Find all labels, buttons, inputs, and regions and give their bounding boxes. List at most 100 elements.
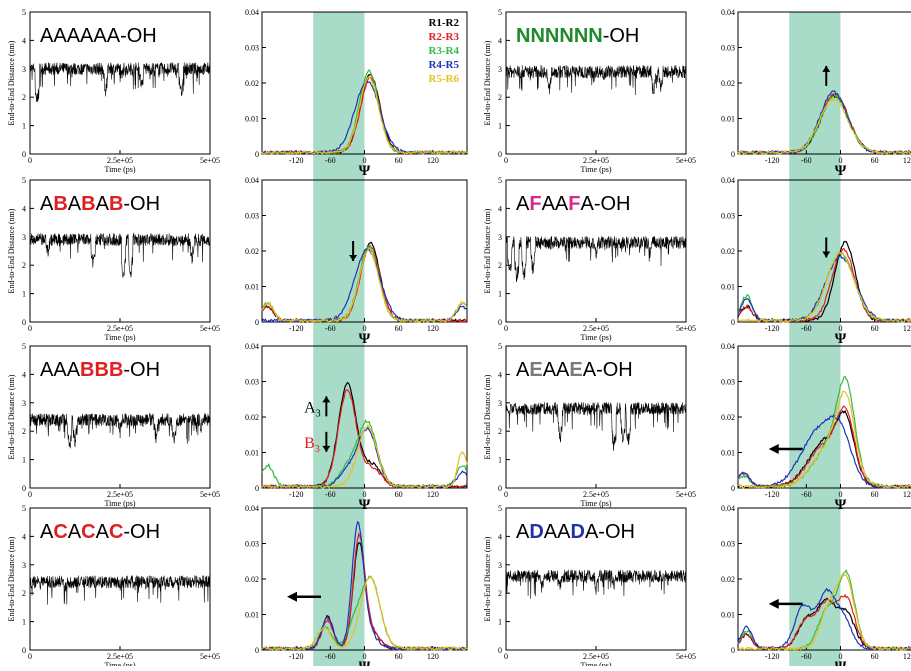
sequence-residue: B: [80, 359, 94, 381]
trace-ytick-label: 5: [22, 342, 26, 351]
dist-xlabel: Ψ: [835, 659, 847, 666]
series-r5-r6: [261, 76, 468, 156]
dist-ytick-label: 0.01: [721, 115, 735, 124]
trace-ytick-label: 2: [22, 261, 26, 270]
series-r5-r6: [737, 96, 911, 156]
dist-xtick-label: 60: [395, 324, 403, 333]
sequence-title: AAAAAA-OH: [40, 25, 157, 47]
dist-xtick-label: 0: [839, 652, 843, 661]
dist-ytick-label: 0.03: [245, 540, 259, 549]
sequence-residue: E: [569, 359, 582, 381]
sequence-residue: A: [96, 521, 110, 543]
trace-xtick-label: 5e+05: [676, 324, 696, 333]
sequence-residue: A: [53, 359, 67, 381]
sequence-residue: A: [80, 25, 94, 47]
dist-xtick-label: 120: [427, 652, 439, 661]
trace-xtick-label: 2.5e+05: [107, 490, 133, 499]
trace-ytick-label: 2: [498, 93, 502, 102]
series-r5-r6: [261, 247, 468, 324]
dist-xtick-label: 60: [871, 652, 879, 661]
dist-xtick-label: -120: [765, 490, 780, 499]
dist-ytick-label: 0.01: [721, 611, 735, 620]
trace-frame: [505, 345, 687, 489]
sequence-residue: A: [557, 521, 571, 543]
sequence-residue: A: [516, 193, 530, 215]
dist-xtick-label: -60: [325, 490, 336, 499]
trace-ytick-label: 5: [22, 8, 26, 17]
dist-xlabel: Ψ: [835, 331, 847, 347]
sequence-residue: N: [574, 25, 588, 47]
trace-ytick-label: 4: [498, 532, 502, 541]
trace-ytick-label: 2: [498, 427, 502, 436]
trace-xtick-label: 0: [504, 490, 508, 499]
trace-ylabel: End-to-End Distance (nm): [483, 208, 492, 293]
trace-xtick-label: 5e+05: [200, 156, 220, 165]
trace-ytick-label: 1: [498, 456, 502, 465]
annotation-label: A3: [304, 399, 321, 419]
trace-ytick-label: 3: [22, 233, 26, 242]
dist-xtick-label: -120: [765, 156, 780, 165]
sequence-title: AAABBB-OH: [40, 359, 160, 381]
trace-ytick-label: 3: [22, 561, 26, 570]
dist-xtick-label: -60: [325, 324, 336, 333]
dist-ytick-label: 0: [731, 484, 735, 493]
dist-xtick-label: 0: [839, 490, 843, 499]
dist-xtick-label: 120: [903, 156, 911, 165]
sequence-residue: D: [570, 521, 584, 543]
sequence-title: ABABAB-OH: [40, 193, 160, 215]
trace-ytick-label: 3: [498, 65, 502, 74]
dist-ytick-label: 0: [255, 646, 259, 655]
trace-ytick-label: 5: [498, 342, 502, 351]
sequence-residue: B: [81, 193, 95, 215]
sequence-residue: A: [544, 521, 558, 543]
trace-ytick-label: 3: [498, 399, 502, 408]
trace-xtick-label: 2.5e+05: [583, 652, 609, 661]
dist-ytick-label: 0.04: [721, 342, 735, 351]
trace-xlabel: Time (ps): [104, 499, 135, 508]
dist-xtick-label: 60: [395, 652, 403, 661]
sequence-residue: A: [580, 193, 594, 215]
sequence-title: ADAADA-OH: [516, 521, 635, 543]
trace-ytick-label: 3: [22, 399, 26, 408]
sequence-terminus: -OH: [123, 193, 160, 215]
trace-xtick-label: 5e+05: [676, 490, 696, 499]
dist-ytick-label: 0.04: [245, 342, 259, 351]
trace-ytick-label: 4: [498, 370, 502, 379]
trace-line: [505, 236, 687, 283]
panel-pair-7: 0 1 2 3 4 5 0 2.5e+05 5e+05 Time (ps) End-to-End D…: [483, 504, 911, 671]
trace-ytick-label: 1: [22, 618, 26, 627]
trace-ytick-label: 3: [498, 561, 502, 570]
dist-xtick-label: 60: [871, 324, 879, 333]
dist-xtick-label: 60: [871, 490, 879, 499]
trace-xlabel: Time (ps): [580, 661, 611, 666]
sequence-residue: B: [109, 359, 123, 381]
trace-ytick-label: 2: [498, 589, 502, 598]
sequence-residue: A: [516, 521, 530, 543]
arrow-head: [768, 443, 779, 454]
sequence-title: AEAAEA-OH: [516, 359, 633, 381]
dist-xtick-label: 120: [903, 490, 911, 499]
dist-xtick-label: -120: [289, 490, 304, 499]
legend-entry: R2-R3: [428, 31, 459, 43]
dist-ytick-label: 0.04: [721, 176, 735, 185]
panel-pair-2: 0 1 2 3 4 5 0 2.5e+05 5e+05 Time (ps) End-to-End D…: [7, 176, 468, 347]
sequence-residue: A: [583, 359, 597, 381]
legend-entry: R5-R6: [428, 73, 459, 85]
trace-ylabel: End-to-End Distance (nm): [483, 536, 492, 621]
dist-ytick-label: 0.02: [721, 575, 735, 584]
sequence-residue: A: [556, 359, 570, 381]
dist-xtick-label: 0: [363, 490, 367, 499]
annotation-letter: B: [304, 435, 315, 452]
trace-ytick-label: 1: [22, 456, 26, 465]
dist-xtick-label: -60: [801, 490, 812, 499]
sequence-residue: A: [542, 193, 556, 215]
sequence-residue: A: [40, 193, 54, 215]
series-r5-r6: [737, 390, 911, 489]
dist-ytick-label: 0.02: [245, 575, 259, 584]
dist-ytick-label: 0.04: [721, 504, 735, 513]
annotation-letter: A: [304, 399, 316, 416]
sequence-residue: F: [529, 193, 541, 215]
sequence-residue: F: [568, 193, 580, 215]
series-r5-r6: [261, 424, 468, 490]
